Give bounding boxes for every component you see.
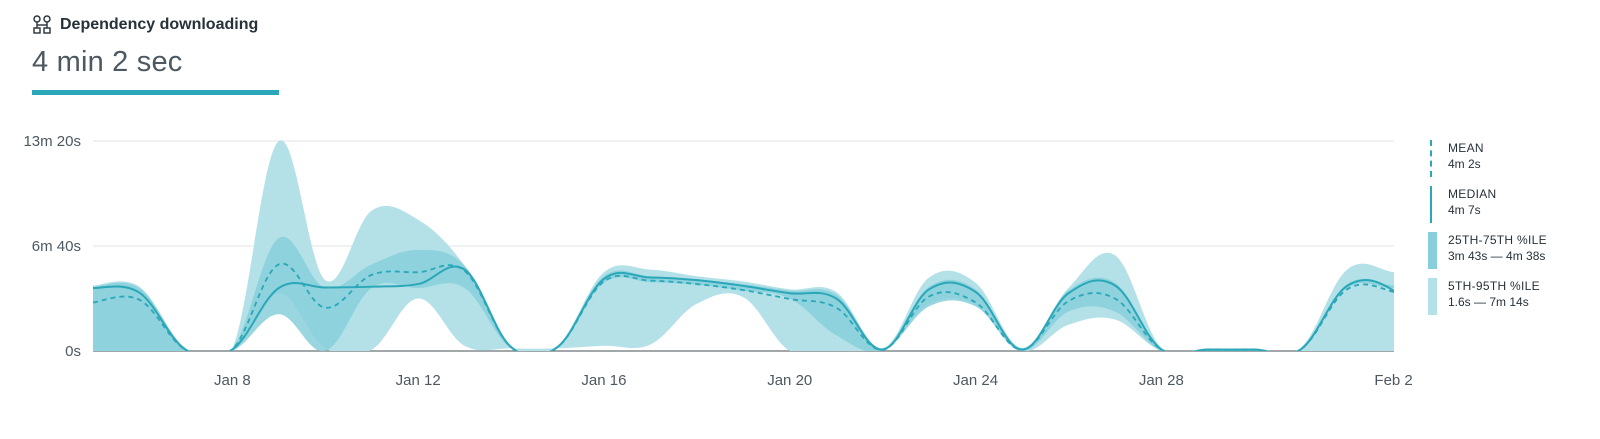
x-tick-label: Jan 24 — [953, 372, 998, 389]
y-tick-label: 13m 20s — [23, 133, 81, 150]
legend-item-p5p95: 5TH-95TH %ILE 1.6s — 7m 14s — [1426, 278, 1598, 316]
legend-swatch-iqr — [1428, 232, 1437, 269]
metric-value: 4 min 2 sec — [32, 46, 183, 78]
x-tick-label: Jan 16 — [581, 372, 626, 389]
x-tick-label: Jan 12 — [396, 372, 441, 389]
legend-item-median: MEDIAN 4m 7s — [1426, 186, 1598, 224]
legend-value-mean: 4m 2s — [1448, 157, 1481, 171]
legend-value-iqr: 3m 43s — 4m 38s — [1448, 249, 1546, 263]
legend-item-mean: MEAN 4m 2s — [1426, 140, 1598, 178]
legend: MEAN 4m 2s MEDIAN 4m 7s 25TH-75TH %ILE 3… — [1426, 140, 1598, 324]
x-tick-label: Feb 2 — [1374, 372, 1412, 389]
y-tick-label: 6m 40s — [32, 238, 81, 255]
legend-item-iqr: 25TH-75TH %ILE 3m 43s — 4m 38s — [1426, 232, 1598, 270]
legend-label-median: MEDIAN — [1448, 187, 1497, 201]
y-tick-label: 0s — [65, 343, 81, 360]
metric-underline — [32, 90, 279, 95]
title-row: Dependency downloading — [32, 12, 279, 38]
band-p25-p75 — [93, 236, 1394, 351]
legend-label-mean: MEAN — [1448, 141, 1484, 155]
legend-swatch-median — [1430, 186, 1432, 223]
panel-header: Dependency downloading 4 min 2 sec — [32, 12, 279, 95]
legend-label-p5p95: 5TH-95TH %ILE — [1448, 279, 1540, 293]
x-tick-label: Jan 20 — [767, 372, 812, 389]
legend-swatch-mean — [1430, 140, 1432, 177]
legend-value-median: 4m 7s — [1448, 203, 1481, 217]
dependency-icon — [32, 15, 52, 35]
legend-value-p5p95: 1.6s — 7m 14s — [1448, 295, 1529, 309]
panel-title: Dependency downloading — [60, 16, 259, 33]
series-line-mean — [93, 262, 1394, 351]
x-tick-label: Jan 28 — [1139, 372, 1184, 389]
x-tick-label: Jan 8 — [214, 372, 251, 389]
legend-label-iqr: 25TH-75TH %ILE — [1448, 233, 1547, 247]
legend-swatch-p5p95 — [1428, 278, 1437, 315]
plot-area — [93, 140, 1394, 351]
